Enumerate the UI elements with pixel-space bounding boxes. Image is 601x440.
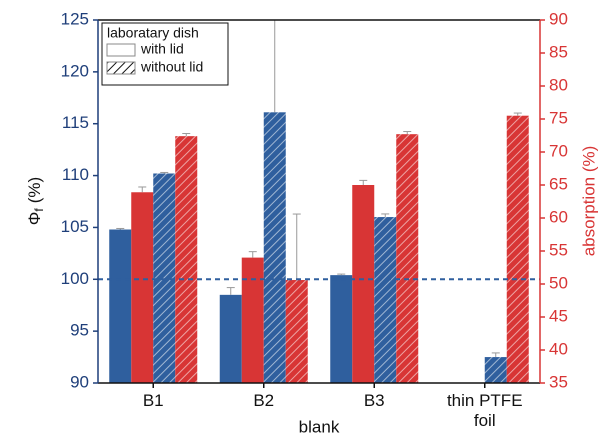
- error-bar: [403, 131, 412, 135]
- error-bar: [226, 287, 235, 295]
- y2-tick-label: 35: [549, 372, 568, 391]
- y2-axis-title: absorption (%): [579, 146, 598, 257]
- error-bar: [274, 20, 276, 113]
- x-tick-label: thin PTFE foil: [446, 391, 523, 430]
- y2-tick-label: 65: [549, 174, 568, 193]
- bar: [175, 136, 198, 383]
- y-tick-label: 100: [61, 269, 89, 288]
- error-bar: [248, 251, 257, 258]
- legend-swatch: [106, 43, 136, 57]
- y2-tick-label: 60: [549, 207, 568, 226]
- y2-tick-label: 70: [549, 141, 568, 160]
- error-bar: [138, 186, 147, 193]
- y-tick-label: 110: [62, 165, 89, 184]
- x-tick-label: B1: [142, 391, 164, 410]
- legend-title: laboratary dish: [107, 25, 199, 41]
- y2-tick-label: 40: [549, 339, 568, 358]
- error-bar: [381, 213, 390, 218]
- y-tick-label: 105: [61, 217, 89, 236]
- error-bar: [116, 227, 125, 230]
- y2-tick-label: 80: [549, 75, 568, 94]
- y2-tick-label: 50: [549, 273, 568, 292]
- bar: [396, 134, 419, 383]
- bar: [506, 115, 529, 383]
- y2-tick-label: 75: [549, 108, 568, 127]
- bar: [153, 173, 176, 383]
- legend-label: with lid: [140, 41, 184, 57]
- bar: [484, 357, 507, 383]
- y-tick-label: 120: [61, 61, 89, 80]
- y-tick-label: 95: [70, 321, 89, 340]
- y2-tick-label: 90: [549, 9, 568, 28]
- y-axis-title-unit: (%): [25, 177, 44, 203]
- y2-tick-label: 45: [549, 306, 568, 325]
- error-bar: [337, 273, 346, 276]
- x-tick-label: B2: [253, 391, 275, 410]
- bar: [219, 294, 242, 383]
- y2-tick-label: 85: [549, 42, 568, 61]
- bar: [330, 275, 353, 383]
- y-tick-label: 125: [61, 9, 89, 28]
- y-tick-label: 115: [62, 113, 89, 132]
- error-bar: [491, 352, 500, 358]
- y-axis-title-symbol: Φ: [25, 212, 44, 226]
- bar: [374, 217, 397, 383]
- error-bar: [513, 112, 522, 116]
- y-axis-title: Φf (%): [25, 177, 46, 225]
- bar: [241, 257, 264, 383]
- x-axis-title: blank: [299, 417, 340, 436]
- bar: [263, 112, 286, 383]
- error-bar: [292, 213, 301, 281]
- y-axis-title-sub: f: [32, 208, 46, 212]
- error-bar: [182, 133, 191, 137]
- bar: [285, 280, 308, 383]
- bar: [131, 192, 154, 383]
- bar: [352, 185, 375, 383]
- x-tick-label: B3: [363, 391, 385, 410]
- bar: [109, 229, 132, 383]
- error-bar: [359, 179, 368, 185]
- legend-label: without lid: [140, 59, 203, 75]
- y-tick-label: 90: [70, 372, 89, 391]
- y2-tick-label: 55: [549, 240, 568, 259]
- error-bar: [160, 171, 169, 174]
- legend-swatch: [106, 61, 136, 75]
